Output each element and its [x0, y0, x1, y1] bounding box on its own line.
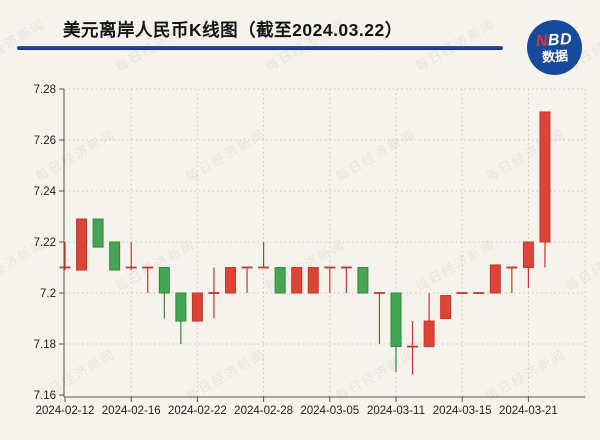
- candle-doji-dash: [125, 266, 137, 269]
- y-axis-label: 7.28: [34, 84, 56, 96]
- candle-doji-dash: [59, 266, 71, 269]
- candle-doji-dash: [373, 292, 385, 294]
- y-axis-label: 7.16: [34, 390, 56, 402]
- candle-body: [158, 267, 170, 294]
- candle-body: [423, 320, 435, 348]
- x-axis-label: 2024-02-12: [36, 405, 95, 417]
- candle-doji-dash: [142, 266, 154, 269]
- candle-body: [191, 292, 203, 322]
- x-axis-label: 2024-03-21: [499, 405, 558, 417]
- nbd-logo: NBD 数据: [525, 18, 584, 77]
- x-axis-label: 2024-03-05: [300, 405, 359, 417]
- candle-doji-dash: [407, 345, 419, 348]
- x-axis-label: 2024-03-15: [433, 405, 492, 417]
- x-axis-label: 2024-02-16: [102, 405, 161, 417]
- page-title: 美元离岸人民币K线图（截至2024.03.22）: [63, 20, 403, 40]
- candle-doji-dash: [241, 266, 253, 269]
- candle-doji-dash: [258, 266, 270, 269]
- candle-body: [274, 267, 286, 294]
- title-underline: [17, 46, 503, 50]
- candle-doji-dash: [473, 292, 485, 294]
- candle-doji-dash: [506, 266, 518, 269]
- candle-body: [92, 218, 104, 248]
- x-axis-label: 2024-02-28: [234, 405, 293, 417]
- candle-doji-dash: [324, 266, 336, 269]
- x-axis-label: 2024-02-22: [168, 405, 227, 417]
- candle-body: [109, 241, 121, 271]
- y-axis-label: 7.22: [34, 237, 56, 249]
- candle-body: [175, 292, 187, 322]
- candle-body: [390, 292, 402, 348]
- candle-doji-dash: [340, 266, 352, 269]
- y-axis-label: 7.18: [34, 339, 56, 351]
- candle-body: [307, 267, 319, 294]
- candle-body: [522, 241, 534, 268]
- candle-doji-dash: [456, 292, 468, 294]
- candle-body: [440, 295, 452, 319]
- candle-doji-dash: [208, 292, 220, 294]
- candle-body: [291, 267, 303, 294]
- y-axis-label: 7.24: [34, 186, 57, 198]
- nbd-logo-subtext: 数据: [541, 47, 569, 65]
- candle-body: [489, 264, 501, 294]
- x-axis-label: 2024-03-11: [367, 405, 425, 417]
- candle-body: [225, 267, 236, 294]
- candle-body: [357, 267, 369, 294]
- candle-body: [76, 218, 88, 271]
- nbd-logo-bd: BD: [547, 30, 573, 49]
- header: 美元离岸人民币K线图（截至2024.03.22） NBD 数据: [0, 0, 600, 80]
- y-axis-label: 7.2: [40, 288, 56, 300]
- candle-body: [539, 111, 551, 243]
- y-axis-label: 7.26: [34, 135, 56, 147]
